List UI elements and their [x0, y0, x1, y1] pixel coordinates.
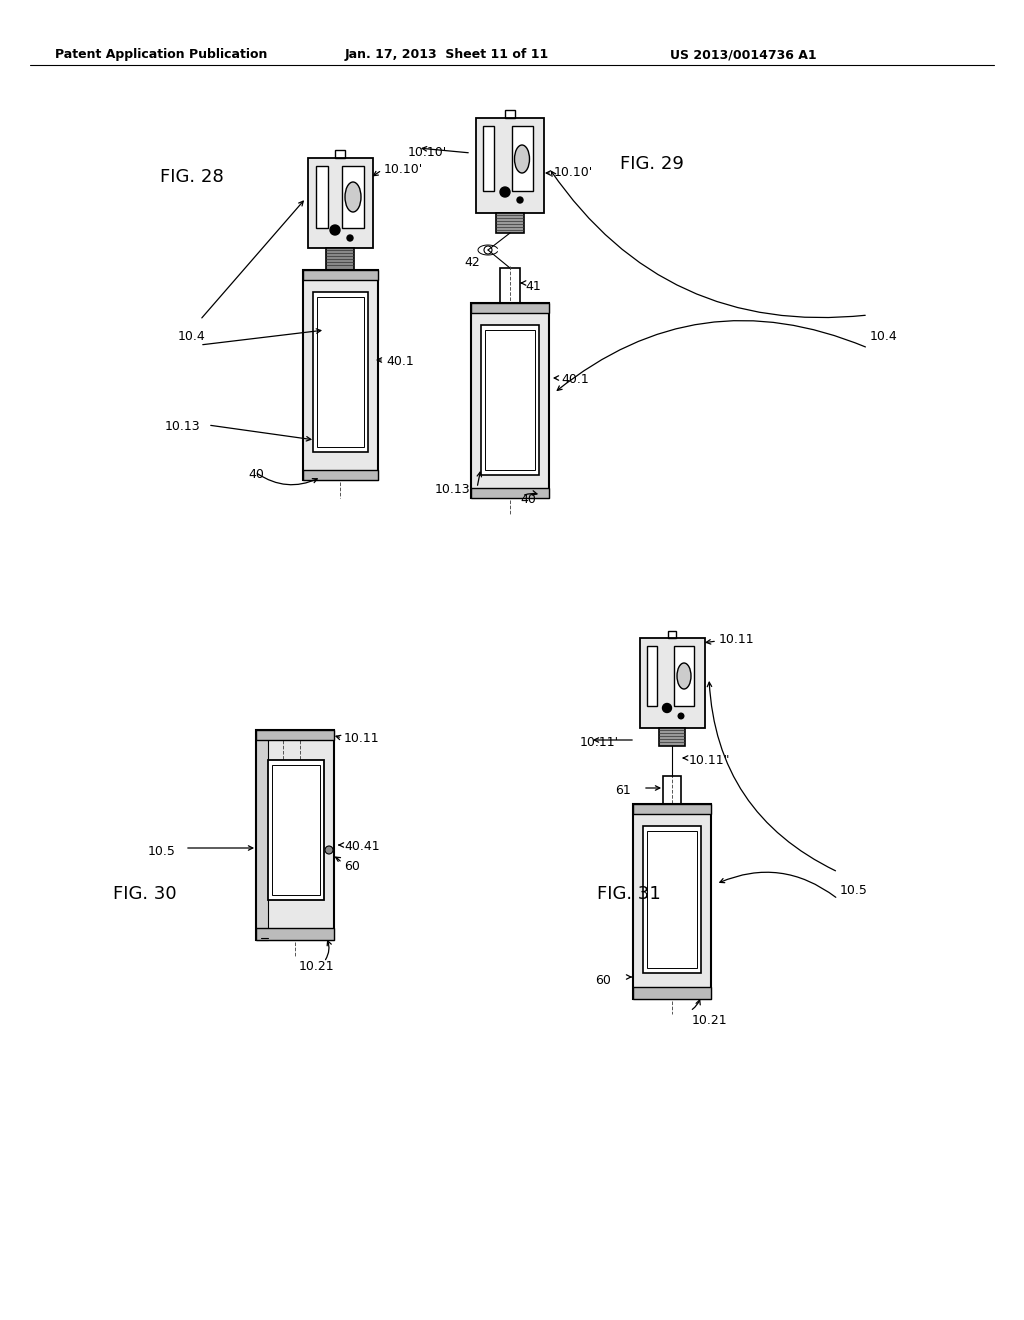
Bar — [342, 166, 364, 228]
Text: 10.4: 10.4 — [178, 330, 206, 343]
Bar — [316, 166, 328, 228]
Bar — [256, 928, 334, 940]
Text: US 2013/0014736 A1: US 2013/0014736 A1 — [670, 48, 816, 61]
Bar — [481, 325, 539, 475]
Text: 10.11: 10.11 — [344, 733, 380, 744]
Ellipse shape — [345, 182, 361, 213]
Text: 60: 60 — [344, 861, 359, 873]
Text: FIG. 31: FIG. 31 — [597, 884, 660, 903]
Ellipse shape — [514, 145, 529, 173]
Text: 10.11: 10.11 — [719, 634, 755, 645]
Text: 42: 42 — [464, 256, 480, 269]
Text: 10.13: 10.13 — [435, 483, 471, 496]
Text: 10.5: 10.5 — [840, 884, 868, 898]
Text: FIG. 28: FIG. 28 — [160, 168, 224, 186]
Bar — [476, 117, 544, 213]
Bar — [647, 645, 657, 706]
Bar — [483, 125, 494, 191]
Bar — [640, 638, 705, 729]
Bar — [659, 729, 685, 746]
Bar — [256, 730, 334, 940]
Text: FIG. 30: FIG. 30 — [113, 884, 176, 903]
Text: 10.10': 10.10' — [554, 166, 593, 180]
Bar — [471, 488, 549, 498]
Bar — [313, 292, 368, 451]
Bar — [633, 987, 711, 999]
Bar — [512, 125, 534, 191]
Text: 10.13: 10.13 — [165, 420, 201, 433]
Bar — [496, 213, 524, 234]
Bar — [663, 776, 681, 804]
Text: 10.11": 10.11" — [689, 754, 730, 767]
Bar — [471, 304, 549, 498]
Circle shape — [500, 187, 510, 197]
Bar — [256, 730, 334, 741]
Text: 10.21: 10.21 — [299, 960, 335, 973]
Text: 40.41: 40.41 — [344, 840, 380, 853]
Bar — [256, 730, 268, 940]
Circle shape — [347, 235, 353, 242]
Circle shape — [517, 197, 523, 203]
Bar — [633, 804, 711, 814]
Ellipse shape — [677, 663, 691, 689]
Bar — [471, 304, 549, 313]
Circle shape — [663, 704, 672, 713]
Text: FIG. 29: FIG. 29 — [620, 154, 684, 173]
Text: Jan. 17, 2013  Sheet 11 of 11: Jan. 17, 2013 Sheet 11 of 11 — [345, 48, 549, 61]
Bar — [268, 760, 324, 900]
Text: 40.1: 40.1 — [386, 355, 414, 368]
Text: 61: 61 — [615, 784, 631, 797]
Text: 10.5: 10.5 — [148, 845, 176, 858]
Circle shape — [330, 224, 340, 235]
Bar — [674, 645, 694, 706]
Circle shape — [325, 846, 333, 854]
Text: 10.21: 10.21 — [692, 1014, 728, 1027]
Text: Patent Application Publication: Patent Application Publication — [55, 48, 267, 61]
Text: 60: 60 — [595, 974, 611, 987]
Bar — [505, 110, 515, 117]
Text: 40: 40 — [520, 492, 536, 506]
Bar — [485, 330, 535, 470]
Text: 10.10': 10.10' — [384, 162, 423, 176]
Bar — [647, 832, 697, 968]
Text: 40: 40 — [248, 469, 264, 480]
Bar — [303, 271, 378, 280]
Bar — [272, 766, 319, 895]
Bar — [643, 826, 701, 973]
Bar — [668, 631, 676, 638]
Text: 10.4: 10.4 — [870, 330, 898, 343]
Text: 41: 41 — [525, 280, 541, 293]
Bar — [500, 268, 520, 304]
Bar — [317, 297, 364, 447]
Bar — [303, 470, 378, 480]
Bar — [303, 271, 378, 480]
Text: 10.11': 10.11' — [580, 737, 620, 748]
Text: 10.10': 10.10' — [408, 147, 447, 158]
Circle shape — [678, 713, 684, 719]
Text: 40.1: 40.1 — [561, 374, 589, 385]
Bar — [633, 804, 711, 999]
Bar — [326, 248, 354, 271]
Bar — [335, 150, 345, 158]
Bar — [308, 158, 373, 248]
